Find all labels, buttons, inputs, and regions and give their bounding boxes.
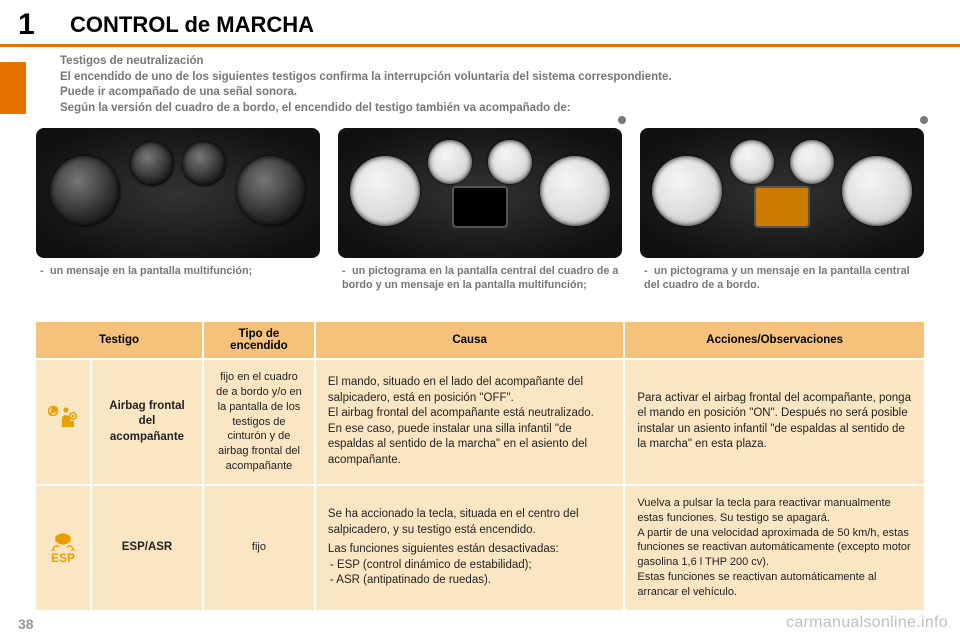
side-tab — [0, 62, 26, 114]
page-title: CONTROL de MARCHA — [70, 12, 314, 38]
th-tipo: Tipo de encendido — [203, 322, 315, 359]
dashboard-image-a — [36, 128, 320, 258]
title-rule — [0, 44, 960, 47]
dashboard-image-c — [640, 128, 924, 258]
cell-accion: Para activar el airbag frontal del acomp… — [624, 359, 924, 485]
cell-name: ESP/ASR — [91, 485, 203, 610]
causa-mid: Las funciones siguientes están desactiva… — [328, 542, 611, 558]
cell-tipo: fijo — [203, 485, 315, 610]
cell-name: Airbag frontal del acompañante — [91, 359, 203, 485]
variant-dot-icon — [920, 116, 928, 124]
caption-a: -un mensaje en la pantalla multifunción; — [36, 264, 320, 278]
cell-tipo: fijo en el cuadro de a bordo y/o en la p… — [203, 359, 315, 485]
cell-causa: El mando, situado en el lado del acompañ… — [315, 359, 624, 485]
dashboard-row: -un mensaje en la pantalla multifunción;… — [36, 128, 924, 292]
intro-line: Puede ir acompañado de una señal sonora. — [60, 85, 920, 101]
caption-a-text: un mensaje en la pantalla multifunción; — [50, 265, 252, 277]
th-acciones: Acciones/Observaciones — [624, 322, 924, 359]
cell-icon — [36, 359, 91, 485]
th-testigo: Testigo — [36, 322, 203, 359]
causa-intro: Se ha accionado la tecla, situada en el … — [328, 507, 611, 538]
page-number-top: 1 — [18, 8, 35, 42]
dashboard-variant-b: -un pictograma en la pantalla central de… — [338, 128, 622, 292]
cell-accion: Vuelva a pulsar la tecla para reactivar … — [624, 485, 924, 610]
caption-b: -un pictograma en la pantalla central de… — [338, 264, 622, 292]
table-header-row: Testigo Tipo de encendido Causa Acciones… — [36, 322, 924, 359]
esp-icon: ESP — [49, 529, 77, 564]
airbag-off-icon — [48, 405, 78, 439]
dashboard-variant-a: -un mensaje en la pantalla multifunción; — [36, 128, 320, 292]
intro-block: Testigos de neutralización El encendido … — [60, 54, 920, 116]
cell-icon: ESP — [36, 485, 91, 610]
intro-line: Según la versión del cuadro de a bordo, … — [60, 101, 920, 117]
th-causa: Causa — [315, 322, 624, 359]
caption-c: -un pictograma y un mensaje en la pantal… — [640, 264, 924, 292]
intro-line: El encendido de uno de los siguientes te… — [60, 70, 920, 86]
dashboard-variant-c: -un pictograma y un mensaje en la pantal… — [640, 128, 924, 292]
causa-item: ESP (control dinámico de estabilidad); — [330, 558, 611, 574]
variant-dot-icon — [618, 116, 626, 124]
causa-list: ESP (control dinámico de estabilidad); A… — [328, 558, 611, 589]
page-number-bottom: 38 — [18, 616, 34, 632]
dashboard-image-b — [338, 128, 622, 258]
table-row: ESP ESP/ASR fijo Se ha accionado la tecl… — [36, 485, 924, 610]
cell-causa: Se ha accionado la tecla, situada en el … — [315, 485, 624, 610]
table-row: Airbag frontal del acompañante fijo en e… — [36, 359, 924, 485]
caption-b-text: un pictograma en la pantalla central del… — [342, 265, 618, 291]
intro-line: Testigos de neutralización — [60, 54, 920, 70]
watermark: carmanualsonline.info — [786, 614, 948, 632]
caption-c-text: un pictograma y un mensaje en la pantall… — [644, 265, 910, 291]
causa-item: ASR (antipatinado de ruedas). — [330, 573, 611, 589]
indicators-table: Testigo Tipo de encendido Causa Acciones… — [36, 322, 924, 610]
